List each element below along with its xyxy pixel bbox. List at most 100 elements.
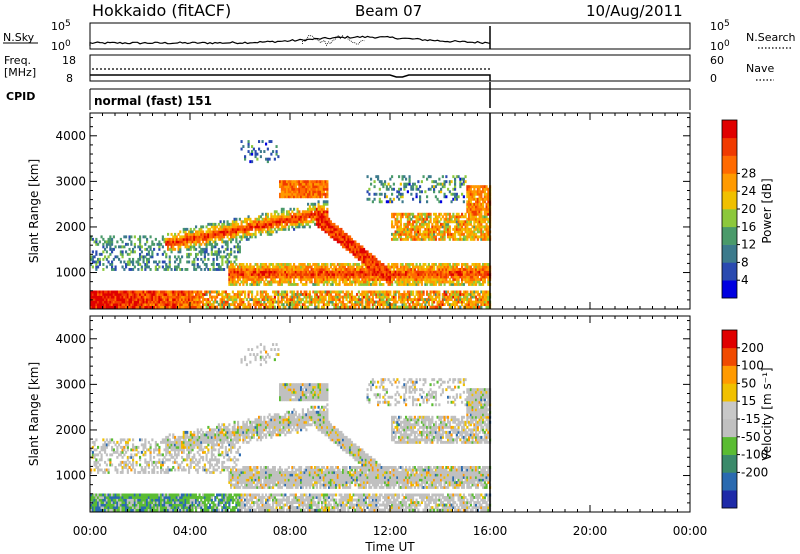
heatmap-cell bbox=[151, 300, 154, 304]
heatmap-cell bbox=[272, 220, 275, 224]
heatmap-cell bbox=[452, 270, 455, 274]
heatmap-cell bbox=[324, 200, 327, 204]
heatmap-cell bbox=[385, 305, 388, 309]
heatmap-cell bbox=[151, 250, 154, 254]
heatmap-cell bbox=[280, 192, 283, 196]
heatmap-cell bbox=[182, 242, 185, 246]
heatmap-cell bbox=[364, 278, 367, 281]
heatmap-cell bbox=[321, 293, 324, 296]
heatmap-cell bbox=[123, 268, 126, 271]
heatmap-cell bbox=[357, 303, 360, 307]
heatmap-cell bbox=[317, 195, 320, 199]
heatmap-cell bbox=[350, 270, 353, 274]
heatmap-cell bbox=[233, 300, 236, 304]
heatmap-cell bbox=[273, 227, 276, 231]
heatmap-cell bbox=[331, 300, 334, 304]
heatmap-cell bbox=[366, 175, 369, 179]
heatmap-cell bbox=[385, 290, 388, 294]
heatmap-cell bbox=[483, 237, 486, 241]
heatmap-cell bbox=[123, 293, 126, 296]
heatmap-cell bbox=[270, 303, 273, 307]
heatmap-cell bbox=[354, 275, 357, 279]
heatmap-cell bbox=[445, 265, 448, 269]
heatmap-cell bbox=[455, 283, 458, 286]
heatmap-cell bbox=[212, 257, 215, 261]
heatmap-cell bbox=[371, 273, 374, 276]
heatmap-cell bbox=[212, 260, 215, 264]
heatmap-cell bbox=[107, 501, 110, 505]
heatmap-cell bbox=[363, 280, 366, 284]
heatmap-cell bbox=[478, 185, 481, 189]
heatmap-cell bbox=[219, 265, 222, 269]
heatmap-cell bbox=[364, 290, 367, 294]
heatmap-cell bbox=[333, 227, 336, 231]
heatmap-cell bbox=[189, 290, 192, 294]
heatmap-cell bbox=[447, 212, 450, 216]
heatmap-cell bbox=[321, 210, 324, 214]
heatmap-cell bbox=[387, 270, 390, 274]
heatmap-cell bbox=[480, 185, 483, 189]
heatmap-cell bbox=[254, 305, 257, 309]
heatmap-cell bbox=[321, 227, 324, 231]
heatmap-cell bbox=[338, 290, 341, 294]
heatmap-cell bbox=[422, 268, 425, 271]
heatmap-cell bbox=[109, 290, 112, 294]
heatmap-cell bbox=[97, 260, 100, 264]
heatmap-cell bbox=[382, 265, 385, 269]
heatmap-cell bbox=[398, 273, 401, 276]
heatmap-cell bbox=[303, 265, 306, 269]
heatmap-cell bbox=[102, 508, 105, 512]
heatmap-cell bbox=[273, 293, 276, 296]
heatmap-cell bbox=[235, 298, 238, 302]
heatmap-cell bbox=[205, 225, 208, 229]
heatmap-cell bbox=[174, 290, 177, 294]
heatmap-cell bbox=[471, 303, 474, 307]
heatmap-cell bbox=[303, 300, 306, 304]
heatmap-cell bbox=[347, 265, 350, 269]
heatmap-cell bbox=[322, 298, 325, 302]
heatmap-cell bbox=[263, 265, 266, 269]
heatmap-cell bbox=[319, 293, 322, 296]
heatmap-cell bbox=[420, 295, 423, 299]
heatmap-cell bbox=[368, 187, 371, 191]
heatmap-cell bbox=[454, 187, 457, 191]
heatmap-cell bbox=[417, 187, 420, 191]
heatmap-cell bbox=[140, 245, 143, 249]
heatmap-cell bbox=[90, 503, 93, 507]
heatmap-cell bbox=[464, 175, 467, 179]
heatmap-cell bbox=[280, 290, 283, 294]
heatmap-cell bbox=[90, 508, 93, 512]
heatmap-cell bbox=[447, 227, 450, 231]
heatmap-cell bbox=[156, 303, 159, 307]
heatmap-cell bbox=[338, 300, 341, 304]
heatmap-cell bbox=[471, 300, 474, 304]
heatmap-cell bbox=[447, 220, 450, 224]
heatmap-cell bbox=[142, 290, 145, 294]
heatmap-cell bbox=[286, 220, 289, 224]
heatmap-cell bbox=[179, 230, 182, 234]
heatmap-cell bbox=[109, 295, 112, 299]
heatmap-cell bbox=[401, 298, 404, 302]
heatmap-cell bbox=[398, 175, 401, 179]
heatmap-cell bbox=[373, 263, 376, 266]
heatmap-cell bbox=[464, 222, 467, 226]
heatmap-cell bbox=[482, 273, 485, 276]
heatmap-cell bbox=[165, 237, 168, 241]
heatmap-cell bbox=[364, 303, 367, 307]
heatmap-cell bbox=[487, 220, 490, 224]
heatmap-cell bbox=[268, 283, 271, 286]
heatmap-cell bbox=[329, 298, 332, 302]
heatmap-cell bbox=[378, 270, 381, 274]
heatmap-cell bbox=[443, 303, 446, 307]
heatmap-cell bbox=[480, 217, 483, 221]
heatmap-cell bbox=[230, 237, 233, 241]
heatmap-cell bbox=[205, 300, 208, 304]
heatmap-cell bbox=[223, 255, 226, 259]
heatmap-cell bbox=[478, 200, 481, 204]
heatmap-cell bbox=[244, 225, 247, 229]
heatmap-cell bbox=[95, 458, 98, 462]
heatmap-cell bbox=[112, 290, 115, 294]
heatmap-cell bbox=[104, 496, 107, 499]
heatmap-cell bbox=[270, 140, 273, 144]
